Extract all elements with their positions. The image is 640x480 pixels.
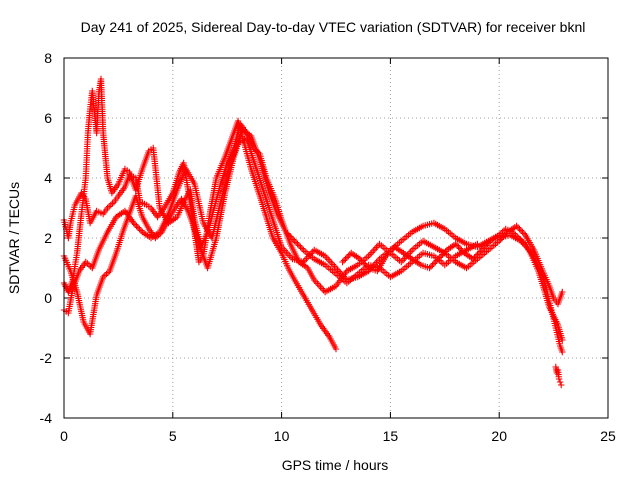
data-point-interp [137,227,145,234]
data-point-interp [362,261,369,269]
y-tick-label: 2 [44,230,52,246]
data-point-interp [433,257,441,264]
data-point-interp [136,225,143,233]
data-point-interp [456,245,464,252]
data-point-interp [285,231,293,239]
data-point-interp [436,254,443,261]
data-point-interp [455,243,462,251]
data-point-interp [342,255,349,263]
chart-title: Day 241 of 2025, Sidereal Day-to-day VTE… [81,19,586,35]
data-point-interp [85,261,93,269]
data-point-interp [295,242,303,249]
data-point-interp [427,263,435,270]
series-trace-7 [496,231,566,356]
data-point [452,240,459,248]
data-point-interp [133,222,140,230]
data-point [478,246,485,254]
data-point-interp [105,203,113,210]
x-tick-label: 10 [274,428,290,444]
series-trace-8 [552,363,565,389]
plot-frame [63,57,609,419]
data-point-interp [134,224,142,231]
data-point-interp [343,254,351,261]
data-point-interp [485,239,493,246]
data-point [426,264,433,272]
data-point-interp [284,230,291,237]
y-tick-label: 8 [44,50,52,66]
data-point-interp [519,228,526,236]
x-tick-label: 15 [383,428,399,444]
x-axis-label: GPS time / hours [282,457,389,473]
grid [64,58,608,418]
data-point-interp [453,242,461,249]
data-point [332,345,340,353]
data-point [339,258,346,266]
data-point-interp [481,243,488,251]
data-point-interp [520,230,528,237]
data-point [130,219,137,227]
data-point [291,237,298,245]
data-point-interp [294,240,301,248]
data-point-interp [363,263,371,270]
y-axis-label: SDTVAR / TECUs [6,182,22,294]
data-series [60,75,566,389]
data-point [558,381,565,389]
data-point-interp [131,221,139,228]
data-point-interp [458,246,465,254]
data-point-interp [517,227,525,234]
data-point-interp [484,240,491,248]
data-point-interp [297,243,304,251]
data-point [559,336,566,344]
y-tick-label: 4 [44,170,52,186]
y-tick-label: 6 [44,110,52,126]
data-point-interp [430,260,438,267]
data-point [556,378,564,386]
data-point [474,240,481,248]
x-tick-label: 5 [169,428,177,444]
data-point-interp [429,261,436,269]
data-point-interp [480,245,487,252]
data-point-interp [516,225,523,233]
data-point [555,375,563,383]
data-point-interp [292,239,300,246]
x-tick-label: 0 [60,428,68,444]
data-point [559,348,566,356]
data-point [382,252,390,260]
data-point-interp [288,234,295,242]
data-point-interp [107,201,114,209]
x-tick-label: 25 [600,428,616,444]
data-point-interp [459,248,467,255]
data-point-interp [340,257,348,264]
data-point-interp [345,252,352,260]
y-tick-label: 0 [44,290,52,306]
data-point-interp [290,236,297,243]
data-point-interp [109,200,116,207]
data-point-interp [298,245,306,252]
data-point [282,228,290,236]
data-point-interp [432,258,439,266]
data-point-interp [103,270,110,278]
data-point [435,255,442,263]
series-trace-4 [60,126,481,338]
data-point [559,288,566,296]
axis-ticks: 0 5 10 15 20 25 -4 -2 0 2 4 6 8 [40,50,616,444]
data-point-interp [482,242,490,249]
data-point-interp [514,224,522,231]
y-tick-label: -2 [40,350,53,366]
y-tick-label: -4 [40,410,53,426]
data-point-interp [287,233,294,240]
data-point [513,222,520,230]
x-tick-label: 20 [491,428,507,444]
